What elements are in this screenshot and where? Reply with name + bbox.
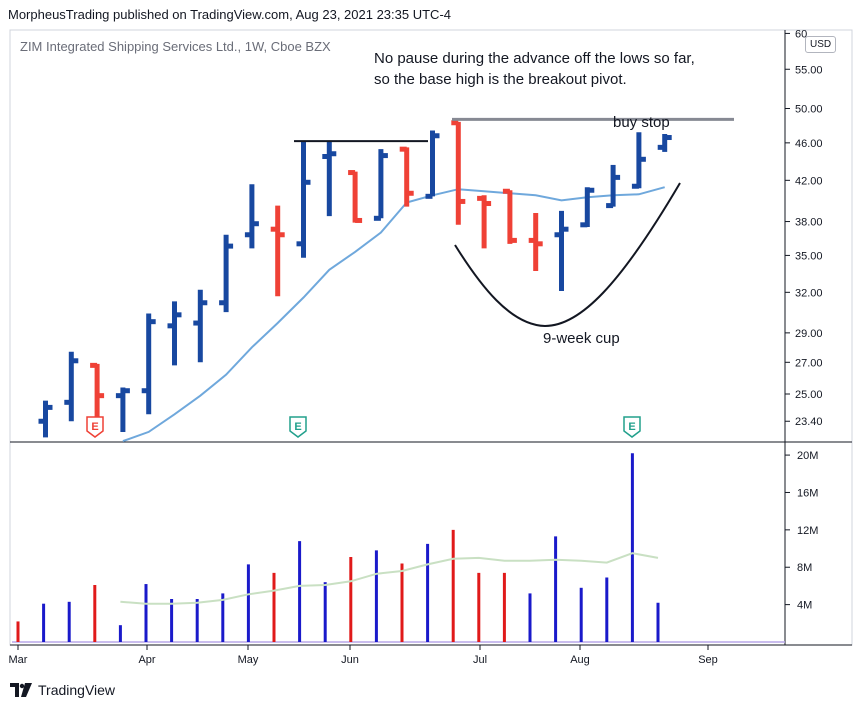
price-tick-label: 38.00	[795, 217, 823, 229]
time-tick-label: Jun	[341, 654, 359, 666]
price-tick-label: 50.00	[795, 104, 823, 116]
time-tick-label: Sep	[698, 654, 718, 666]
ohlc-bar[interactable]	[528, 212, 543, 272]
ohlc-bar[interactable]	[631, 132, 646, 189]
time-tick-label: Aug	[570, 654, 590, 666]
volume-tick-label: 16M	[797, 487, 818, 499]
ohlc-bar[interactable]	[477, 195, 492, 249]
price-tick-label: 23.40	[795, 416, 823, 428]
earnings-marker[interactable]: E	[289, 416, 307, 438]
annotation-note-line1: No pause during the advance off the lows…	[374, 50, 695, 67]
ohlc-bar[interactable]	[167, 301, 182, 366]
ohlc-bar[interactable]	[606, 164, 621, 209]
price-tick-label: 42.00	[795, 175, 823, 187]
price-tick-label: 27.00	[795, 357, 823, 369]
ohlc-bar[interactable]	[90, 362, 105, 422]
chart-frame	[9, 29, 853, 646]
publish-header: MorpheusTrading published on TradingView…	[8, 7, 451, 22]
ohlc-bar[interactable]	[373, 149, 388, 221]
ohlc-bar[interactable]	[348, 170, 363, 223]
ohlc-bar[interactable]	[322, 141, 337, 217]
currency-badge[interactable]: USD	[805, 36, 837, 53]
ohlc-bar[interactable]	[64, 351, 79, 422]
volume-tick-label: 12M	[797, 525, 818, 537]
time-tick-label: May	[238, 654, 259, 666]
tradingview-logo-icon	[10, 683, 32, 697]
ohlc-bar[interactable]	[193, 289, 208, 363]
symbol-title: ZIM Integrated Shipping Services Ltd., 1…	[20, 39, 331, 54]
volume-moving-average	[120, 552, 659, 605]
ohlc-bar[interactable]	[219, 234, 234, 313]
earnings-marker-label: E	[628, 421, 635, 433]
price-tick-label: 55.00	[795, 64, 823, 76]
annotation-note-line2: so the base high is the breakout pivot.	[374, 71, 627, 88]
price-tick-label: 25.00	[795, 389, 823, 401]
price-tick-label: 32.00	[795, 287, 823, 299]
time-tick-label: Mar	[9, 654, 28, 666]
price-tick-label: 29.00	[795, 328, 823, 340]
ohlc-bar[interactable]	[580, 187, 595, 228]
footer-brand: TradingView	[10, 682, 115, 698]
ohlc-bar[interactable]	[451, 120, 466, 225]
ohlc-bar[interactable]	[554, 210, 569, 292]
ohlc-bar[interactable]	[502, 188, 517, 244]
price-tick-label: 46.00	[795, 138, 823, 150]
annotation-note: No pause during the advance off the lows…	[374, 48, 695, 90]
ohlc-bar[interactable]	[296, 141, 311, 258]
ohlc-bar[interactable]	[399, 146, 414, 207]
volume-tick-label: 4M	[797, 600, 812, 612]
time-tick-label: Jul	[473, 654, 487, 666]
earnings-marker[interactable]: E	[623, 416, 641, 438]
time-tick-label: Apr	[138, 654, 155, 666]
price-tick-label: 60	[795, 28, 807, 40]
ohlc-bar[interactable]	[141, 313, 156, 415]
earnings-marker-label: E	[294, 421, 301, 433]
cup-curve[interactable]	[454, 182, 681, 328]
buy-stop-label: buy stop	[613, 114, 670, 131]
ohlc-bar[interactable]	[657, 133, 672, 152]
ohlc-bar[interactable]	[115, 387, 130, 432]
ohlc-bar[interactable]	[38, 400, 53, 438]
ohlc-bar[interactable]	[244, 184, 259, 249]
cup-label: 9-week cup	[543, 330, 620, 347]
ohlc-bar[interactable]	[425, 130, 440, 199]
earnings-marker[interactable]: E	[86, 416, 104, 438]
volume-tick-label: 20M	[797, 450, 818, 462]
volume-tick-label: 8M	[797, 562, 812, 574]
price-moving-average	[122, 186, 665, 442]
price-tick-label: 35.00	[795, 250, 823, 262]
ohlc-bar[interactable]	[270, 205, 285, 297]
earnings-marker-label: E	[91, 421, 98, 433]
footer-brand-text: TradingView	[38, 682, 116, 698]
